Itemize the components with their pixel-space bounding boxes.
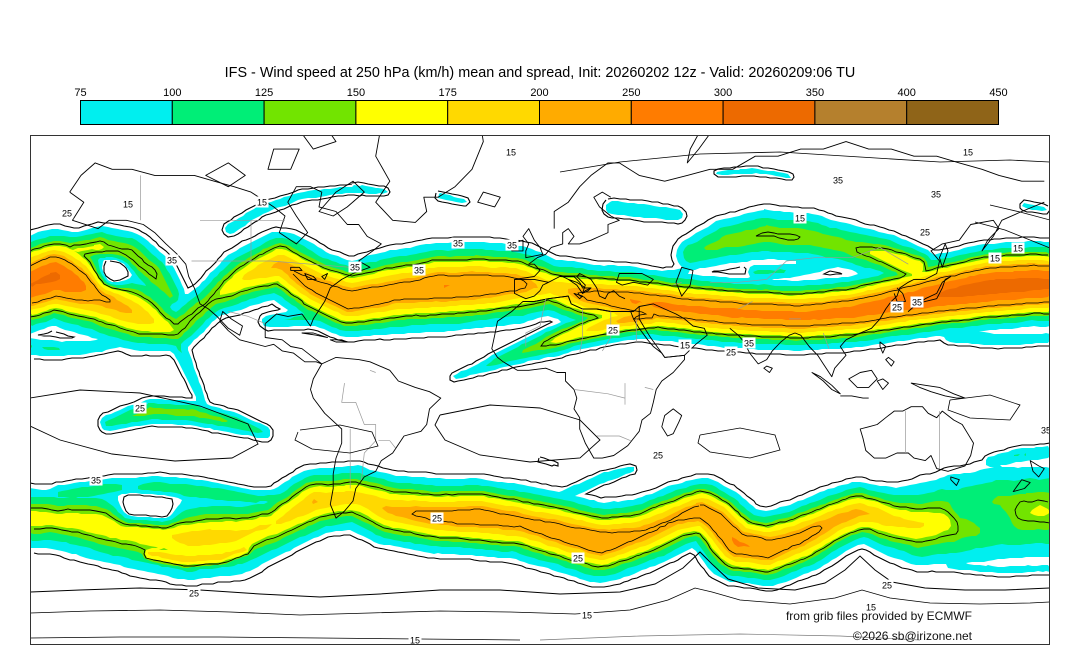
svg-text:15: 15 xyxy=(123,200,133,210)
svg-text:15: 15 xyxy=(506,148,516,158)
svg-text:35: 35 xyxy=(167,256,177,266)
svg-text:350: 350 xyxy=(806,87,824,99)
svg-text:25: 25 xyxy=(189,589,199,599)
svg-text:15: 15 xyxy=(866,603,876,613)
svg-text:15: 15 xyxy=(257,198,267,208)
svg-text:25: 25 xyxy=(62,209,72,219)
svg-text:15: 15 xyxy=(963,148,973,158)
svg-text:15: 15 xyxy=(410,636,420,646)
svg-text:25: 25 xyxy=(726,348,736,358)
svg-text:15: 15 xyxy=(680,341,690,351)
svg-text:25: 25 xyxy=(573,554,583,564)
svg-text:©2026 sb@irizone.net: ©2026 sb@irizone.net xyxy=(853,629,973,643)
svg-text:25: 25 xyxy=(608,326,618,336)
svg-text:IFS - Wind speed at 250 hPa (k: IFS - Wind speed at 250 hPa (km/h) mean … xyxy=(225,65,856,81)
svg-text:25: 25 xyxy=(920,228,930,238)
svg-text:35: 35 xyxy=(414,266,424,276)
svg-text:35: 35 xyxy=(453,239,463,249)
svg-text:300: 300 xyxy=(714,87,732,99)
svg-text:15: 15 xyxy=(582,611,592,621)
svg-text:125: 125 xyxy=(255,87,273,99)
svg-text:35: 35 xyxy=(507,241,517,251)
svg-text:100: 100 xyxy=(163,87,181,99)
svg-text:35: 35 xyxy=(350,263,360,273)
svg-text:200: 200 xyxy=(530,87,548,99)
svg-text:25: 25 xyxy=(892,303,902,313)
svg-text:25: 25 xyxy=(135,404,145,414)
svg-text:35: 35 xyxy=(1041,426,1051,436)
svg-text:15: 15 xyxy=(795,214,805,224)
svg-text:35: 35 xyxy=(91,476,101,486)
svg-text:35: 35 xyxy=(931,190,941,200)
svg-text:35: 35 xyxy=(912,298,922,308)
svg-text:400: 400 xyxy=(898,87,916,99)
svg-text:75: 75 xyxy=(74,87,86,99)
svg-text:35: 35 xyxy=(744,339,754,349)
svg-text:25: 25 xyxy=(432,514,442,524)
svg-text:25: 25 xyxy=(653,451,663,461)
svg-text:15: 15 xyxy=(990,254,1000,264)
svg-text:15: 15 xyxy=(1013,244,1023,254)
svg-text:450: 450 xyxy=(989,87,1007,99)
svg-text:25: 25 xyxy=(882,581,892,591)
svg-text:175: 175 xyxy=(439,87,457,99)
svg-text:from grib files provided by EC: from grib files provided by ECMWF xyxy=(786,609,972,623)
svg-text:250: 250 xyxy=(622,87,640,99)
svg-text:35: 35 xyxy=(833,176,843,186)
svg-text:150: 150 xyxy=(347,87,365,99)
